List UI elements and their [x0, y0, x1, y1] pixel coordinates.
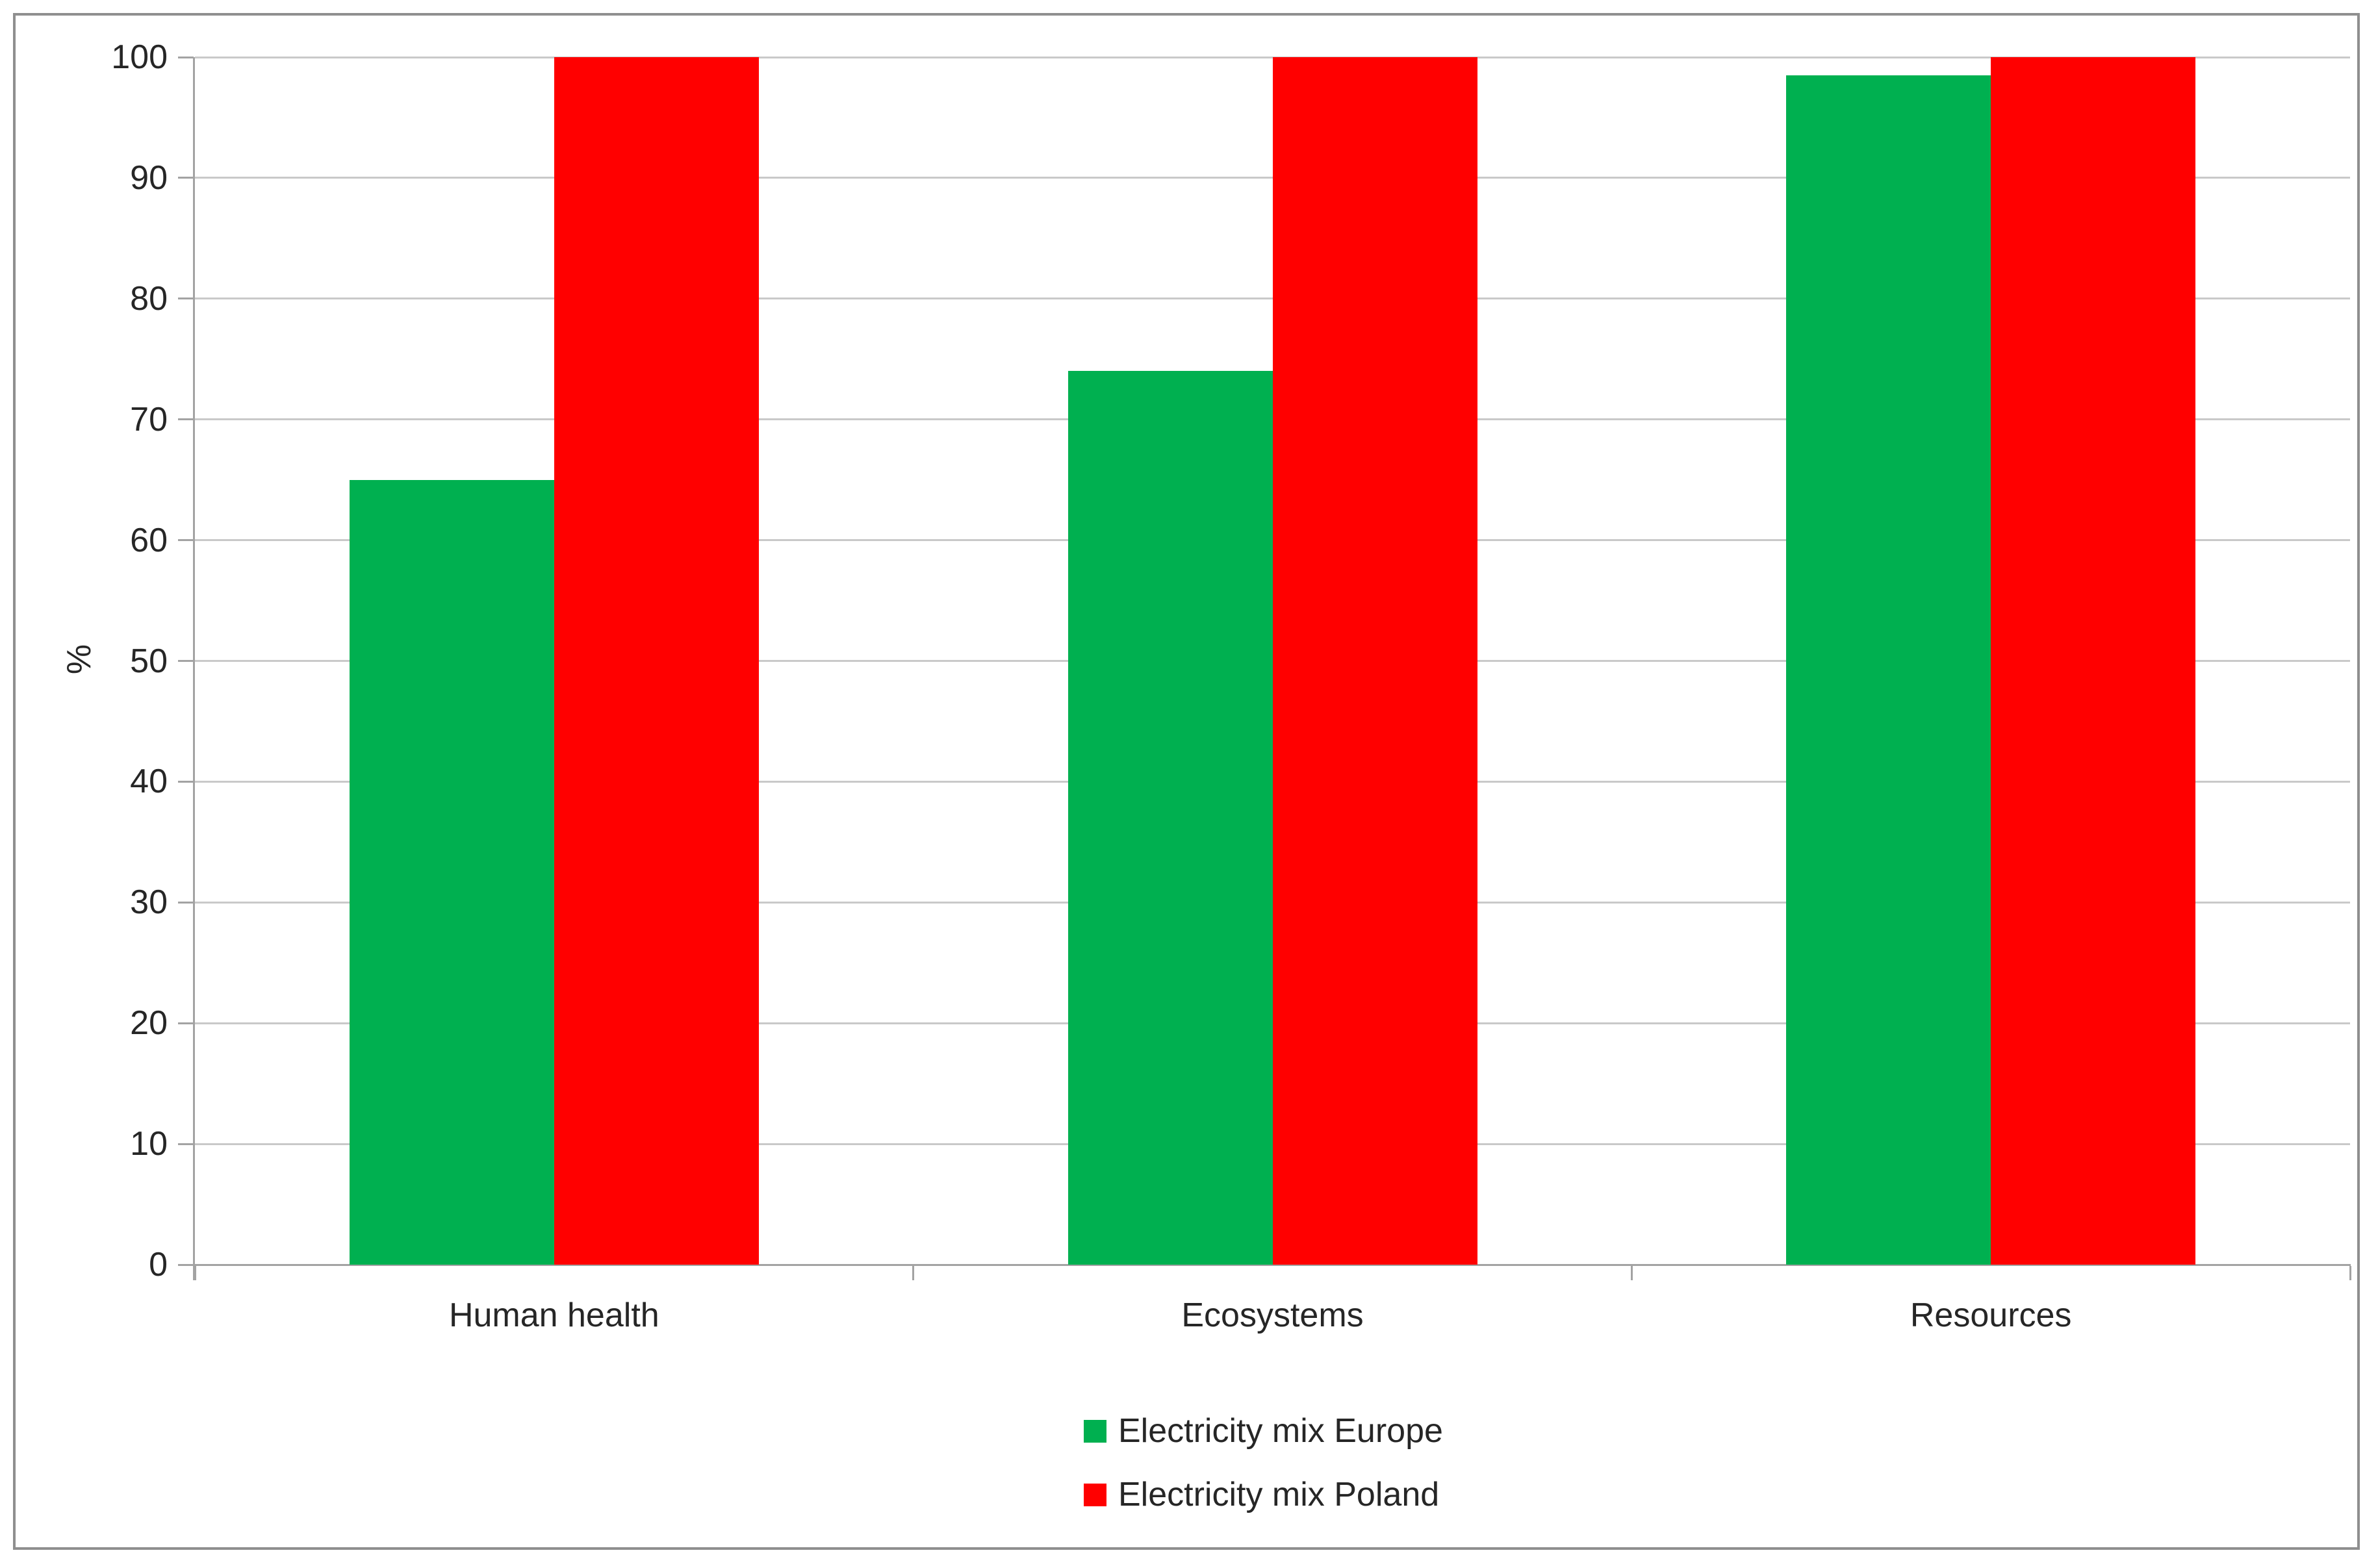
- legend-swatch-electricity-mix-poland: [1084, 1483, 1106, 1506]
- category-label-resources: Resources: [1910, 1296, 2072, 1334]
- y-tick-label-80: 80: [130, 279, 168, 318]
- y-tick-mark-80: [178, 297, 194, 300]
- y-tick-mark-100: [178, 56, 194, 58]
- category-label-human-health: Human health: [448, 1296, 659, 1334]
- y-tick-mark-20: [178, 1022, 194, 1024]
- y-tick-label-90: 90: [130, 158, 168, 197]
- y-tick-mark-70: [178, 418, 194, 421]
- y-tick-label-60: 60: [130, 521, 168, 559]
- y-tick-mark-40: [178, 780, 194, 783]
- bar-electricity-mix-europe-resources: [1786, 75, 1991, 1265]
- y-tick-label-0: 0: [149, 1246, 168, 1283]
- bar-electricity-mix-europe-ecosystems: [1068, 371, 1273, 1265]
- plot-area: [195, 56, 2350, 1265]
- legend: Electricity mix Europe Electricity mix Po…: [1084, 1408, 1443, 1517]
- bar-electricity-mix-poland-ecosystems: [1272, 57, 1477, 1265]
- y-tick-mark-50: [178, 660, 194, 662]
- legend-row-electricity-mix-europe: Electricity mix Europe: [1084, 1408, 1443, 1454]
- legend-label-electricity-mix-poland: Electricity mix Poland: [1118, 1476, 1440, 1513]
- bar-electricity-mix-poland-resources: [1991, 57, 2196, 1265]
- legend-swatch-electricity-mix-europe: [1084, 1419, 1106, 1443]
- x-tick-mark-3: [2349, 1266, 2351, 1280]
- x-tick-mark-1: [912, 1266, 915, 1280]
- y-tick-mark-10: [178, 1143, 194, 1145]
- x-tick-mark-2: [1630, 1266, 1633, 1280]
- y-tick-mark-30: [178, 901, 194, 904]
- y-tick-label-100: 100: [111, 38, 168, 76]
- y-axis-line: [193, 57, 195, 1280]
- legend-label-electricity-mix-europe: Electricity mix Europe: [1118, 1412, 1443, 1450]
- y-tick-label-30: 30: [130, 883, 168, 922]
- y-tick-mark-60: [178, 539, 194, 542]
- bar-electricity-mix-europe-human-health: [349, 479, 554, 1265]
- y-tick-label-10: 10: [130, 1125, 168, 1163]
- bar-electricity-mix-poland-human-health: [554, 57, 759, 1265]
- x-tick-mark-0: [194, 1266, 196, 1280]
- y-tick-label-40: 40: [130, 763, 168, 801]
- category-label-ecosystems: Ecosystems: [1181, 1296, 1364, 1334]
- y-tick-mark-0: [178, 1263, 194, 1266]
- y-tick-label-20: 20: [130, 1004, 168, 1043]
- legend-row-electricity-mix-poland: Electricity mix Poland: [1084, 1472, 1443, 1517]
- y-tick-label-70: 70: [130, 400, 168, 438]
- y-tick-label-50: 50: [130, 642, 168, 680]
- y-tick-mark-90: [178, 177, 194, 179]
- x-axis-line: [194, 1264, 2351, 1266]
